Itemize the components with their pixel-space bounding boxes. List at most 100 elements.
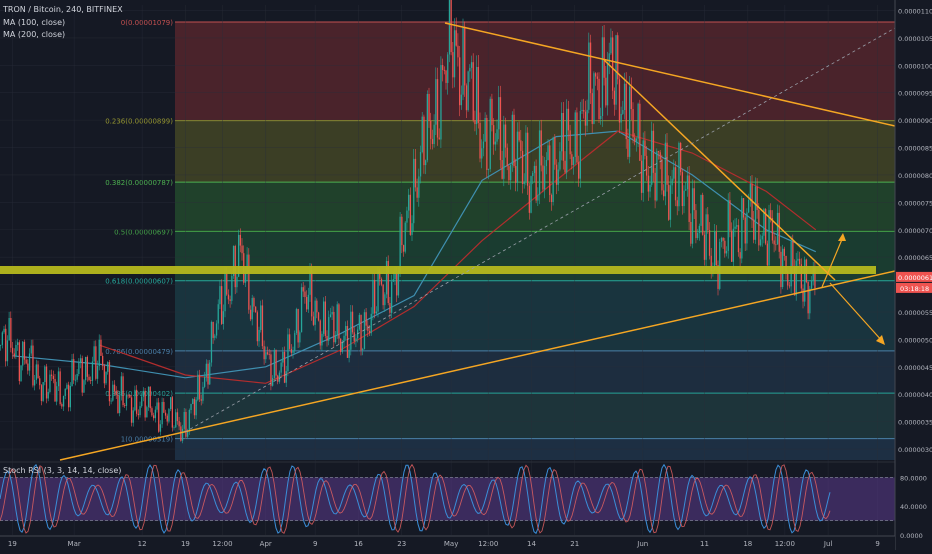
candle — [132, 410, 134, 423]
candle — [304, 291, 306, 298]
support-zone — [0, 266, 876, 274]
candle — [742, 198, 745, 218]
candle — [399, 216, 401, 273]
candle — [436, 79, 439, 138]
candle — [419, 152, 422, 177]
candle — [287, 334, 289, 372]
candle — [472, 62, 474, 121]
time-tick-label: 18 — [743, 540, 752, 548]
candle — [314, 300, 316, 325]
price-tag-countdown: 03:18:18 — [900, 285, 929, 293]
candle — [561, 113, 563, 152]
candle — [792, 241, 794, 267]
candle — [105, 371, 107, 384]
candle — [771, 217, 774, 241]
candle — [520, 140, 522, 151]
candle — [249, 309, 252, 320]
candle — [408, 194, 410, 211]
candle — [100, 339, 102, 356]
candle — [707, 214, 709, 231]
candle — [430, 120, 432, 139]
candle — [797, 258, 799, 261]
candle — [20, 365, 22, 382]
time-tick-label: Mar — [68, 540, 81, 548]
candle — [306, 297, 308, 310]
candle — [103, 365, 105, 384]
candle — [353, 332, 355, 342]
candle — [323, 301, 325, 334]
candle — [533, 165, 536, 174]
candle — [202, 386, 204, 401]
candle — [554, 137, 556, 165]
time-tick-label: 16 — [354, 540, 363, 548]
candle — [221, 286, 223, 324]
candle — [571, 154, 573, 166]
candle — [634, 137, 636, 142]
countdown-box — [896, 282, 932, 293]
candle — [637, 103, 639, 139]
candle — [207, 363, 209, 385]
candle — [130, 397, 133, 423]
candle — [562, 113, 564, 161]
candle — [178, 421, 180, 427]
candle — [334, 335, 337, 343]
candle — [416, 187, 418, 198]
ma100-line — [12, 130, 817, 379]
candle — [321, 333, 323, 346]
candle — [719, 241, 721, 289]
candle — [725, 250, 728, 254]
candle — [795, 260, 797, 296]
candle — [720, 237, 723, 242]
candle — [270, 354, 272, 386]
candle — [734, 226, 736, 229]
fib-label: 0.236(0.00000899) — [105, 118, 173, 126]
candle — [431, 138, 434, 144]
candle — [108, 362, 111, 402]
stoch-rsi-legend[interactable]: Stoch RSI (3, 3, 14, 14, close) — [3, 466, 122, 475]
candle — [139, 406, 141, 416]
candle — [759, 239, 762, 246]
candle — [117, 394, 119, 414]
candle — [0, 344, 2, 346]
candle — [95, 346, 97, 379]
ma200-legend[interactable]: MA (200, close) — [3, 30, 66, 39]
candle — [411, 223, 413, 235]
candle — [799, 258, 801, 265]
candle — [168, 409, 170, 422]
candle — [459, 57, 461, 106]
candle — [125, 394, 128, 406]
candle — [40, 385, 43, 401]
candle — [763, 209, 765, 236]
time-axis-background — [0, 536, 895, 550]
candle — [809, 288, 811, 314]
candle — [188, 410, 190, 431]
candle — [778, 212, 780, 252]
candle — [129, 395, 131, 398]
ma100-legend[interactable]: MA (100, close) — [3, 18, 66, 27]
candle — [283, 351, 286, 383]
candle — [302, 287, 304, 292]
candle — [646, 155, 648, 176]
candle — [183, 411, 185, 429]
time-tick-label: 12:00 — [478, 540, 498, 548]
candle — [205, 363, 207, 377]
candle — [702, 194, 704, 235]
candle — [595, 73, 597, 77]
candle — [443, 70, 445, 71]
time-tick-label: 21 — [570, 540, 579, 548]
candle — [198, 374, 201, 400]
candle — [453, 30, 456, 78]
candle — [394, 273, 396, 280]
candle — [530, 176, 532, 213]
candle — [612, 37, 614, 91]
candle — [224, 273, 226, 312]
candle — [448, 0, 451, 55]
candle — [181, 428, 184, 441]
candle — [290, 348, 292, 353]
candle — [17, 342, 19, 345]
stoch-tick-label: 40.0000 — [900, 503, 927, 511]
candle — [663, 190, 665, 197]
